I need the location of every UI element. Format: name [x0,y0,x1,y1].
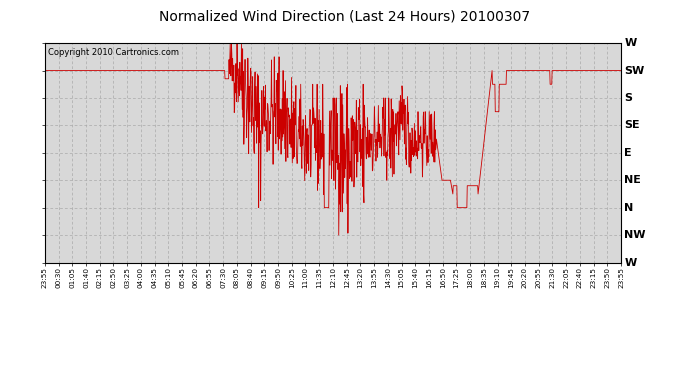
Text: W: W [624,38,637,48]
Text: W: W [624,258,637,267]
Text: NW: NW [624,230,646,240]
Text: SE: SE [624,120,640,130]
Text: Copyright 2010 Cartronics.com: Copyright 2010 Cartronics.com [48,48,179,57]
Text: Normalized Wind Direction (Last 24 Hours) 20100307: Normalized Wind Direction (Last 24 Hours… [159,9,531,23]
Text: N: N [624,202,633,213]
Text: E: E [624,148,632,158]
Text: NE: NE [624,175,641,185]
Text: SW: SW [624,66,644,75]
Text: S: S [624,93,633,103]
